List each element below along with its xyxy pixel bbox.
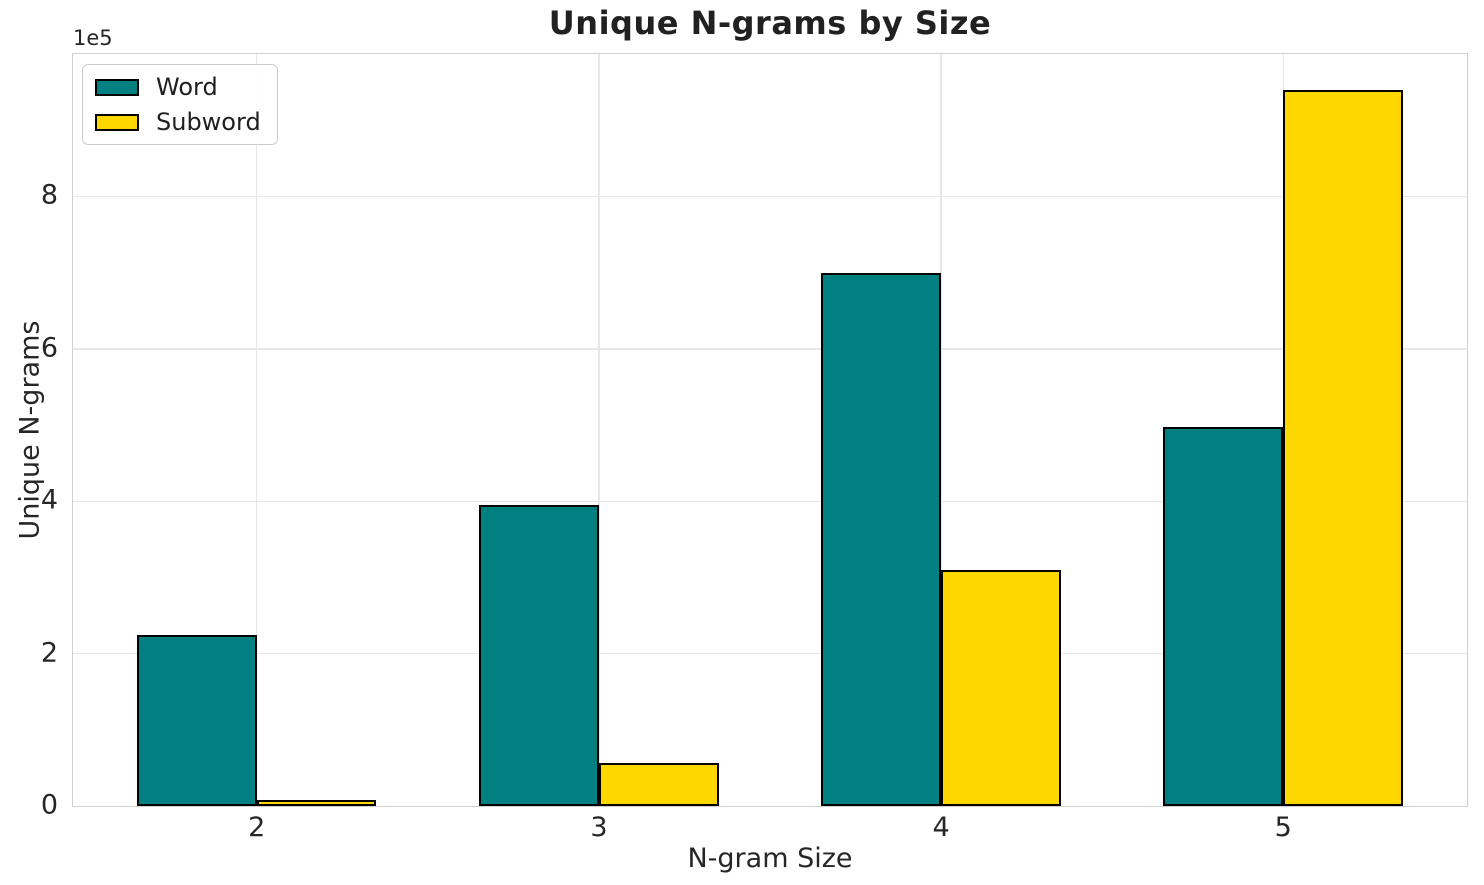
gridline-vertical [256, 54, 258, 806]
legend-swatch-word [95, 78, 139, 96]
bar-word-ngram-4 [821, 272, 942, 806]
legend: Word Subword [82, 64, 278, 145]
legend-item-subword: Subword [95, 107, 261, 137]
x-tick-label: 2 [248, 812, 266, 843]
bar-subword-ngram-3 [598, 762, 719, 806]
bar-subword-ngram-5 [1283, 89, 1403, 806]
legend-label-word: Word [156, 73, 218, 101]
legend-swatch-subword [95, 113, 139, 131]
y-tick-label: 8 [40, 179, 58, 211]
y-tick-label: 0 [40, 789, 58, 821]
chart-title: Unique N-grams by Size [548, 4, 992, 42]
x-tick-label: 5 [1274, 812, 1292, 843]
x-axis-label: N-gram Size [687, 843, 853, 874]
bar-word-ngram-3 [479, 505, 599, 806]
gridline-horizontal [73, 348, 1467, 350]
gridline-horizontal [73, 652, 1467, 655]
y-tick-label: 4 [40, 484, 58, 516]
y-tick-label: 2 [40, 637, 58, 669]
gridline-vertical [940, 54, 942, 806]
gridline-horizontal [73, 500, 1467, 502]
bar-subword-ngram-2 [256, 800, 377, 806]
plot-area: Word Subword [72, 53, 1468, 807]
bar-word-ngram-5 [1163, 426, 1284, 806]
x-tick-label: 4 [932, 812, 950, 843]
gridline-vertical [598, 54, 600, 806]
y-axis-offset-label: 1e5 [73, 26, 113, 50]
gridline-horizontal [73, 195, 1467, 198]
bar-word-ngram-2 [136, 634, 257, 806]
bar-subword-ngram-4 [941, 569, 1061, 806]
y-tick-label: 6 [40, 332, 58, 364]
gridline-vertical [1282, 54, 1284, 806]
legend-label-subword: Subword [156, 108, 261, 136]
legend-item-word: Word [95, 72, 261, 102]
x-tick-label: 3 [590, 812, 608, 843]
